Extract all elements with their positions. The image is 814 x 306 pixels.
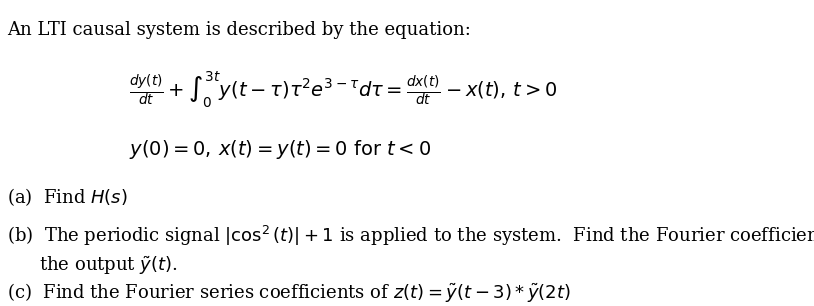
Text: An LTI causal system is described by the equation:: An LTI causal system is described by the… [7,21,471,39]
Text: the output $\tilde{y}(t)$.: the output $\tilde{y}(t)$. [39,255,178,278]
Text: (b)  The periodic signal $|\cos^2(t)| + 1$ is applied to the system.  Find the F: (b) The periodic signal $|\cos^2(t)| + 1… [7,224,814,248]
Text: (c)  Find the Fourier series coefficients of $z(t) = \tilde{y}(t-3) * \tilde{y}(: (c) Find the Fourier series coefficients… [7,281,571,304]
Text: (a)  Find $H(s)$: (a) Find $H(s)$ [7,187,128,208]
Text: $\frac{dy(t)}{dt} + \int_0^{3t} y(t-\tau)\tau^2 e^{3-\tau}d\tau = \frac{dx(t)}{d: $\frac{dy(t)}{dt} + \int_0^{3t} y(t-\tau… [129,70,558,110]
Text: $y(0) = 0,\, x(t) = y(t) = 0 \text{ for } t < 0$: $y(0) = 0,\, x(t) = y(t) = 0 \text{ for … [129,138,431,161]
